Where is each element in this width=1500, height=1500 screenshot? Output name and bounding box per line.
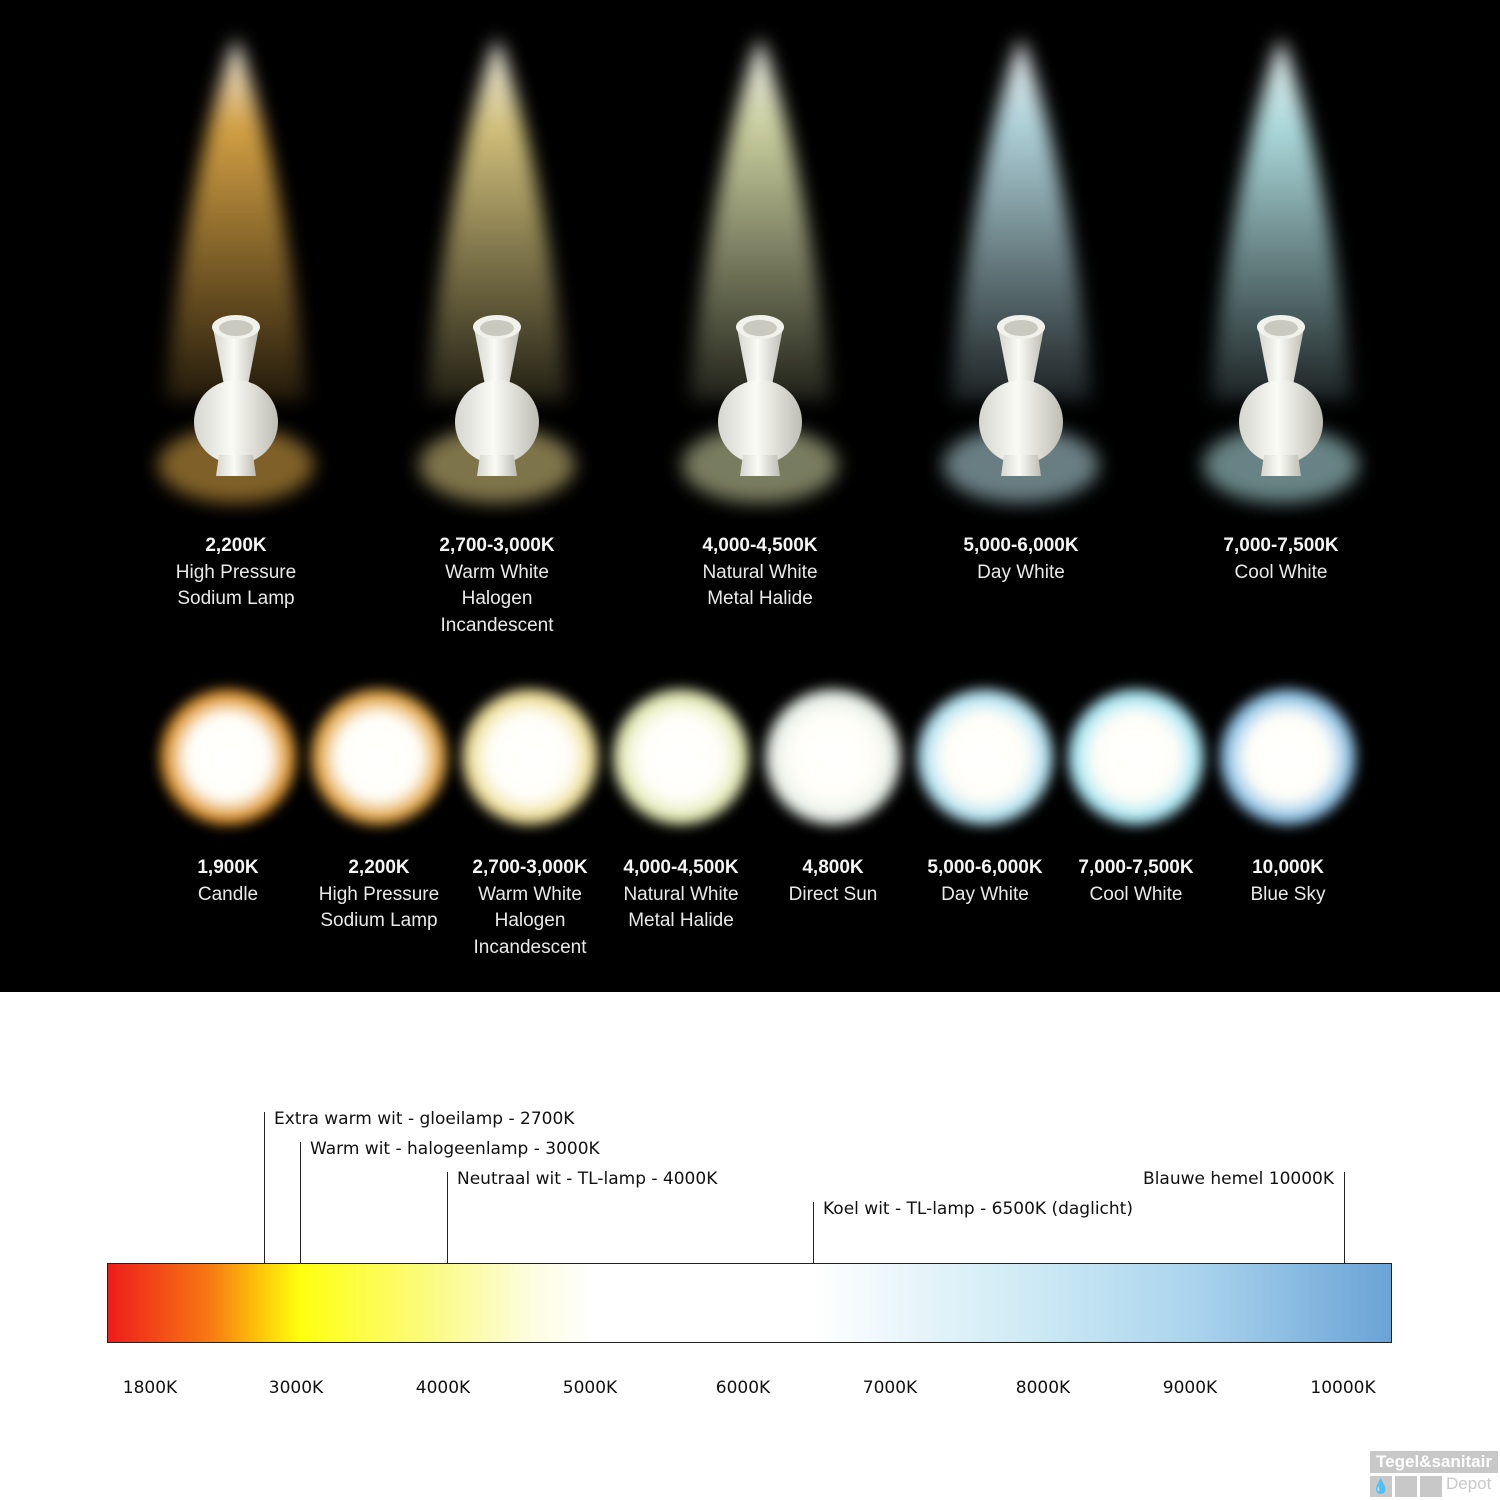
lamp-type: Natural White bbox=[623, 883, 739, 905]
lamp-type: Incandescent bbox=[473, 936, 587, 958]
lamp-type: Blue Sky bbox=[1250, 883, 1326, 905]
lamp-type: Direct Sun bbox=[788, 883, 878, 905]
light-orb bbox=[607, 683, 755, 831]
tick-label: 3000K bbox=[268, 1378, 324, 1398]
logo-square bbox=[1420, 1476, 1442, 1497]
spotlight-lamp bbox=[682, 38, 838, 503]
annotation-leader-line bbox=[813, 1202, 814, 1263]
watermark-sub: Depot bbox=[1446, 1474, 1492, 1493]
orbs-label: 10,000K Blue Sky bbox=[1178, 855, 1398, 908]
scale-annotation: Neutraal wit - TL-lamp - 4000K bbox=[457, 1169, 718, 1189]
tick-label: 10000K bbox=[1310, 1378, 1376, 1398]
light-beam bbox=[1211, 38, 1351, 400]
kelvin-value: 2,700-3,000K bbox=[472, 857, 588, 878]
tick-label: 6000K bbox=[715, 1378, 771, 1398]
lamp-type: Metal Halide bbox=[628, 910, 734, 931]
watermark-logo: Tegel&sanitair 💧 Depot bbox=[1370, 1451, 1498, 1497]
scale-annotation: Koel wit - TL-lamp - 6500K (daglicht) bbox=[823, 1199, 1133, 1219]
vase-icon bbox=[979, 315, 1063, 476]
light-beam bbox=[690, 38, 830, 400]
lamp-type: Sodium Lamp bbox=[320, 910, 438, 931]
light-beam bbox=[166, 38, 306, 400]
orbs-label: 1,900K Candle bbox=[118, 855, 338, 908]
color-temperature-illustration: 2,200K High Pressure Sodium Lamp 2,700-3,00… bbox=[0, 0, 1500, 992]
kelvin-value: 7,000-7,500K bbox=[1078, 857, 1194, 878]
lamp-type: Warm White bbox=[478, 883, 582, 905]
kelvin-gradient-bar bbox=[107, 1263, 1392, 1343]
kelvin-value: 2,700-3,000K bbox=[439, 535, 555, 556]
lamps-label: 4,000-4,500K Natural White Metal Halide bbox=[650, 533, 870, 613]
lamp-type: Warm White bbox=[445, 561, 549, 583]
kelvin-value: 2,200K bbox=[205, 535, 267, 556]
vase-icon bbox=[194, 315, 278, 476]
lamp-type: Day White bbox=[977, 561, 1065, 583]
lamp-type: Sodium Lamp bbox=[177, 588, 295, 609]
spotlight-lamp bbox=[158, 38, 314, 503]
vase-icon bbox=[1239, 315, 1323, 476]
spotlight-lamp bbox=[1203, 38, 1359, 503]
tick-label: 9000K bbox=[1162, 1378, 1218, 1398]
annotation-leader-line bbox=[1344, 1172, 1345, 1263]
orbs-label: 5,000-6,000K Day White bbox=[875, 855, 1095, 908]
vase-icon bbox=[455, 315, 539, 476]
lamp-type: Candle bbox=[197, 883, 259, 905]
light-orb bbox=[305, 683, 453, 831]
lamp-artwork bbox=[154, 38, 1362, 831]
kelvin-value: 4,800K bbox=[802, 857, 864, 878]
scale-annotation: Extra warm wit - gloeilamp - 2700K bbox=[274, 1109, 575, 1129]
kelvin-value: 1,900K bbox=[197, 857, 259, 878]
light-orb bbox=[1062, 683, 1210, 831]
orbs-label: 4,000-4,500K Natural White Metal Halide bbox=[571, 855, 791, 935]
tick-label: 1800K bbox=[122, 1378, 178, 1398]
annotation-leader-line bbox=[264, 1112, 265, 1263]
annotation-leader-line bbox=[447, 1172, 448, 1263]
light-beam bbox=[427, 38, 567, 400]
lamp-type: Halogen bbox=[494, 910, 566, 931]
tick-label: 8000K bbox=[1015, 1378, 1071, 1398]
kelvin-value: 5,000-6,000K bbox=[963, 535, 1079, 556]
light-orb bbox=[1214, 683, 1362, 831]
light-orb bbox=[911, 683, 1059, 831]
lamp-type: Cool White bbox=[1089, 883, 1183, 905]
spotlight-lamp bbox=[419, 38, 575, 503]
kelvin-value: 7,000-7,500K bbox=[1223, 535, 1339, 556]
lamps-label: 2,700-3,000K Warm White Halogen Incandescen… bbox=[387, 533, 607, 639]
lamp-type: High Pressure bbox=[175, 561, 297, 583]
orbs-label: 2,700-3,000K Warm White Halogen Incandescen… bbox=[420, 855, 640, 961]
tick-label: 5000K bbox=[562, 1378, 618, 1398]
light-orb bbox=[456, 683, 604, 831]
orbs-label: 7,000-7,500K Cool White bbox=[1026, 855, 1246, 908]
drop-icon: 💧 bbox=[1370, 1476, 1392, 1497]
lamp-type: Cool White bbox=[1234, 561, 1328, 583]
logo-square bbox=[1395, 1476, 1417, 1497]
light-beam bbox=[951, 38, 1091, 400]
vase-icon bbox=[718, 315, 802, 476]
spotlight-lamp bbox=[943, 38, 1099, 503]
orbs-label: 4,800K Direct Sun bbox=[723, 855, 943, 908]
lamp-type: High Pressure bbox=[318, 883, 440, 905]
scale-annotation: Blauwe hemel 10000K bbox=[1143, 1169, 1334, 1189]
lamps-label: 2,200K High Pressure Sodium Lamp bbox=[126, 533, 346, 613]
scale-annotation: Warm wit - halogeenlamp - 3000K bbox=[310, 1139, 600, 1159]
kelvin-value: 2,200K bbox=[348, 857, 410, 878]
tick-label: 7000K bbox=[862, 1378, 918, 1398]
lamp-type: Natural White bbox=[702, 561, 818, 583]
kelvin-value: 4,000-4,500K bbox=[623, 857, 739, 878]
watermark-brand: Tegel&sanitair bbox=[1370, 1451, 1498, 1473]
light-orb bbox=[759, 683, 907, 831]
lamps-label: 7,000-7,500K Cool White bbox=[1171, 533, 1391, 586]
lamp-type: Day White bbox=[941, 883, 1029, 905]
lamps-label: 5,000-6,000K Day White bbox=[911, 533, 1131, 586]
tick-label: 4000K bbox=[415, 1378, 471, 1398]
orbs-label: 2,200K High Pressure Sodium Lamp bbox=[269, 855, 489, 935]
lamp-type: Incandescent bbox=[440, 614, 554, 636]
lamp-type: Halogen bbox=[461, 588, 533, 609]
kelvin-value: 4,000-4,500K bbox=[702, 535, 818, 556]
light-orb bbox=[154, 683, 302, 831]
kelvin-value: 10,000K bbox=[1252, 857, 1324, 878]
kelvin-value: 5,000-6,000K bbox=[927, 857, 1043, 878]
lamp-type: Metal Halide bbox=[707, 588, 813, 609]
annotation-leader-line bbox=[300, 1142, 301, 1263]
kelvin-scale: Extra warm wit - gloeilamp - 2700K Warm w… bbox=[0, 992, 1500, 1500]
